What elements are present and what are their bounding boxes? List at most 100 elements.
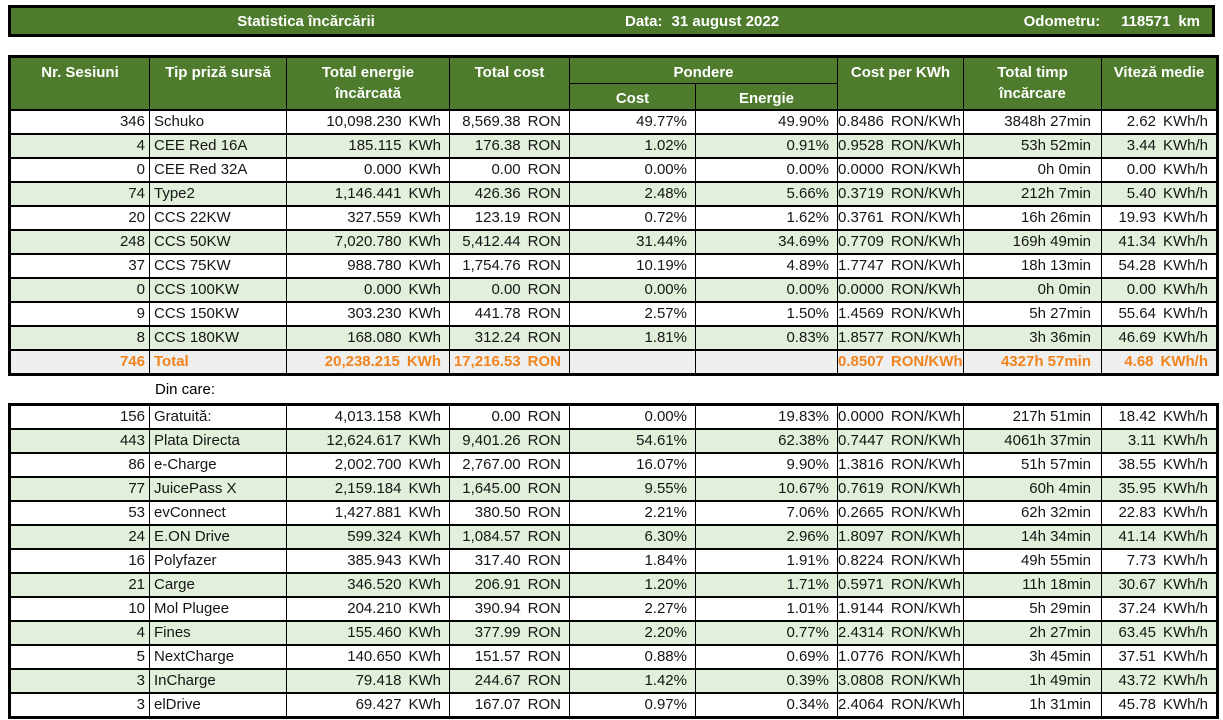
value: 2.4064 bbox=[838, 696, 884, 713]
cost-cell: 0.00 RON bbox=[449, 157, 570, 183]
energy-cell: 79.418 KWh bbox=[286, 668, 450, 694]
cost-per-kwh-cell: 0.7447 RON/KWh bbox=[837, 428, 964, 454]
value: 1.8577 bbox=[838, 329, 884, 346]
pondere-energy-cell: 1.71% bbox=[695, 572, 838, 598]
value: 5,412.44 bbox=[462, 233, 521, 250]
unit-label: KWh/h bbox=[1162, 552, 1208, 569]
unit-label: KWh/h bbox=[1163, 257, 1209, 274]
value: 37.51 bbox=[1118, 648, 1156, 665]
pondere-cost-cell: 0.72% bbox=[569, 205, 696, 231]
unit-label: KWh bbox=[408, 185, 441, 202]
cost-cell: 176.38 RON bbox=[449, 133, 570, 159]
pondere-energy-cell: 34.69% bbox=[694, 229, 839, 255]
pondere-energy-cell: 9.90% bbox=[695, 452, 838, 478]
pondere-cost-cell: 1.42% bbox=[569, 668, 696, 694]
value: 63.45 bbox=[1118, 624, 1156, 641]
sessions-cell: 4 bbox=[9, 620, 150, 646]
cost-cell: 0.00 RON bbox=[449, 277, 570, 303]
cost-cell: 426.36 RON bbox=[449, 181, 570, 207]
unit-label: KWh/h bbox=[1162, 408, 1208, 425]
unit-label: RON/KWh bbox=[890, 305, 961, 322]
unit-label: RON bbox=[527, 672, 561, 689]
pondere-energy-cell: 19.83% bbox=[695, 403, 838, 430]
unit-label: RON bbox=[527, 161, 561, 178]
cost-cell: 123.19 RON bbox=[449, 205, 570, 231]
table-row: 9 CCS 150KW 303.230 KWh 441.78 RON 2.57% 1.50% 1… bbox=[9, 301, 1219, 327]
value: 244.67 bbox=[474, 672, 521, 689]
time-cell: 14h 34min bbox=[963, 524, 1102, 550]
unit-label: KWh bbox=[406, 353, 441, 370]
cost-cell: 380.50 RON bbox=[449, 500, 570, 526]
unit-label: RON bbox=[527, 552, 561, 569]
value: 12,624.617 bbox=[326, 432, 402, 449]
unit-label: RON/KWh bbox=[890, 329, 961, 346]
type-cell: Total bbox=[149, 349, 287, 375]
unit-label: RON/KWh bbox=[890, 209, 961, 226]
value: 380.50 bbox=[474, 504, 521, 521]
energy-cell: 185.115 KWh bbox=[286, 133, 450, 159]
value: 46.69 bbox=[1118, 329, 1156, 346]
speed-cell: 45.78 KWh/h bbox=[1101, 692, 1218, 718]
time-cell: 62h 32min bbox=[963, 500, 1102, 526]
speed-cell: 43.72 KWh/h bbox=[1101, 668, 1218, 694]
value: 312.24 bbox=[474, 329, 521, 346]
value: 41.14 bbox=[1118, 528, 1156, 545]
value: 1.8097 bbox=[838, 528, 884, 545]
speed-cell: 63.45 KWh/h bbox=[1101, 620, 1218, 646]
value: 5.40 bbox=[1126, 185, 1156, 202]
speed-cell: 54.28 KWh/h bbox=[1101, 253, 1219, 279]
value: 346.520 bbox=[347, 576, 402, 593]
value: 41.34 bbox=[1118, 233, 1156, 250]
speed-cell: 18.42 KWh/h bbox=[1101, 403, 1218, 430]
table-row: 0 CCS 100KW 0.000 KWh 0.00 RON 0.00% 0.00% 0.000… bbox=[9, 277, 1219, 303]
energy-cell: 140.650 KWh bbox=[286, 644, 450, 670]
value: 0.000 bbox=[363, 281, 402, 298]
cost-per-kwh-cell: 1.0776 RON/KWh bbox=[837, 644, 964, 670]
odometer-unit: km bbox=[1178, 12, 1200, 30]
unit-label: KWh/h bbox=[1162, 528, 1208, 545]
unit-label: RON/KWh bbox=[890, 528, 961, 545]
energy-cell: 303.230 KWh bbox=[286, 301, 450, 327]
unit-label: RON bbox=[527, 257, 561, 274]
energy-cell: 1,427.881 KWh bbox=[286, 500, 450, 526]
unit-label: RON bbox=[527, 648, 561, 665]
pondere-cost-cell: 1.20% bbox=[569, 572, 696, 598]
unit-label: KWh bbox=[408, 696, 441, 713]
pondere-energy-cell: 0.39% bbox=[695, 668, 838, 694]
unit-label: KWh/h bbox=[1162, 576, 1208, 593]
unit-label: KWh/h bbox=[1163, 161, 1209, 178]
value: 140.650 bbox=[347, 648, 402, 665]
value: 185.115 bbox=[348, 137, 402, 154]
table-row: 3 InCharge 79.418 KWh 244.67 RON 1.42% 0.39% 3.0… bbox=[9, 668, 1218, 694]
sessions-cell: 4 bbox=[9, 133, 150, 159]
pondere-cost-cell: 1.81% bbox=[569, 325, 696, 351]
unit-label: KWh bbox=[408, 305, 441, 322]
table-row: 8 CCS 180KW 168.080 KWh 312.24 RON 1.81% 0.83% 1… bbox=[9, 325, 1219, 351]
unit-label: KWh bbox=[408, 672, 441, 689]
type-cell: CCS 50KW bbox=[149, 229, 287, 255]
time-cell: 16h 26min bbox=[963, 205, 1103, 231]
cost-per-kwh-cell: 2.4314 RON/KWh bbox=[837, 620, 964, 646]
type-cell: CEE Red 32A bbox=[149, 157, 287, 183]
speed-cell: 2.62 KWh/h bbox=[1101, 109, 1219, 135]
sessions-cell: 5 bbox=[9, 644, 150, 670]
unit-label: RON bbox=[527, 408, 561, 425]
cost-per-kwh-cell: 0.0000 RON/KWh bbox=[837, 277, 965, 303]
energy-cell: 2,002.700 KWh bbox=[286, 452, 450, 478]
cost-cell: 441.78 RON bbox=[449, 301, 570, 327]
sessions-cell: 86 bbox=[9, 452, 150, 478]
value: 377.99 bbox=[474, 624, 521, 641]
sessions-cell: 156 bbox=[9, 403, 150, 430]
speed-cell: 37.51 KWh/h bbox=[1101, 644, 1218, 670]
value: 0.00 bbox=[491, 161, 521, 178]
unit-label: RON/KWh bbox=[890, 600, 961, 617]
header-pondere: Pondere bbox=[568, 56, 839, 84]
sessions-cell: 16 bbox=[9, 548, 150, 574]
value: 4.68 bbox=[1124, 353, 1154, 370]
cost-cell: 244.67 RON bbox=[449, 668, 570, 694]
value: 1.4569 bbox=[838, 305, 884, 322]
value: 0.8224 bbox=[838, 552, 884, 569]
energy-cell: 0.000 KWh bbox=[286, 277, 450, 303]
unit-label: RON/KWh bbox=[890, 353, 963, 370]
value: 0.0000 bbox=[838, 161, 884, 178]
